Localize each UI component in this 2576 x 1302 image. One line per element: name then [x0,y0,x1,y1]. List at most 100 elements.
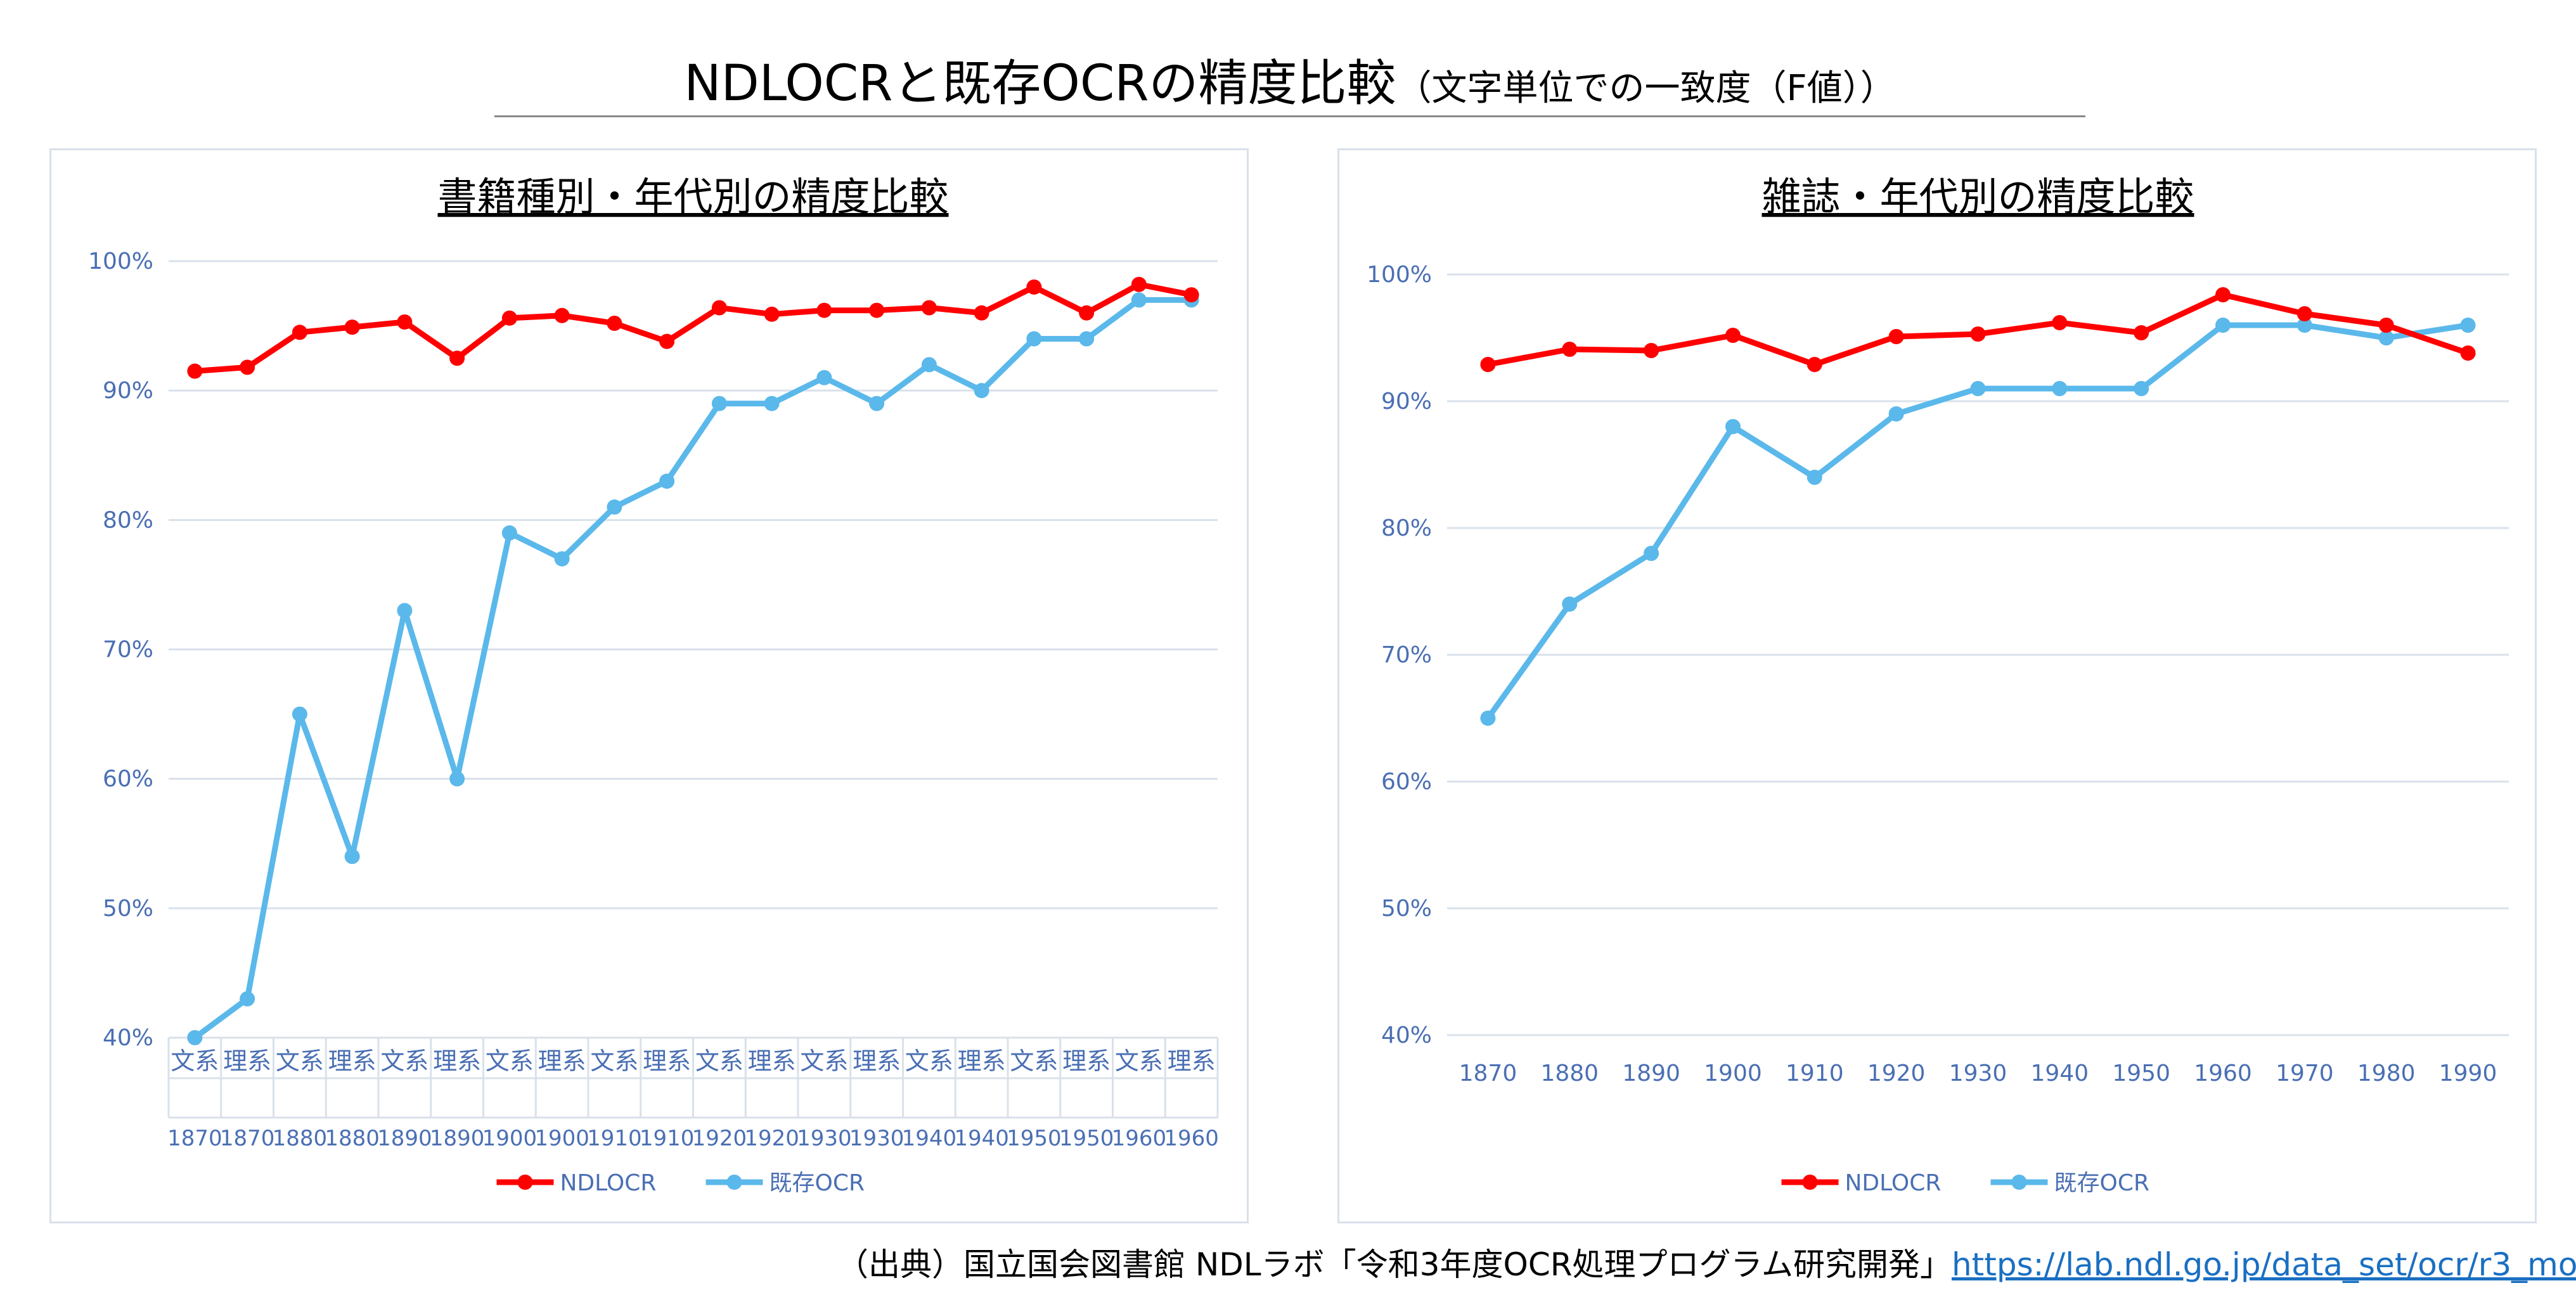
y-tick-label: 100% [1367,262,1432,288]
x-tick-label: 1890 [1622,1060,1680,1086]
data-point-existing-ocr [1888,406,1904,422]
chart-title: 雑誌・年代別の精度比較 [1761,174,2194,220]
x-category-label: 文系 [590,1047,638,1075]
data-point-existing-ocr [1026,331,1042,347]
data-point-ndlocr [187,363,203,379]
data-point-existing-ocr [869,396,885,411]
x-tick-label: 1930 [797,1126,852,1151]
data-point-ndlocr [816,302,832,318]
data-point-existing-ocr [292,706,307,722]
x-category-label: 理系 [853,1047,901,1075]
data-point-existing-ocr [1480,711,1496,726]
data-point-ndlocr [449,351,465,366]
y-tick-label: 90% [103,378,153,404]
y-tick-label: 100% [88,248,153,274]
data-point-ndlocr [2378,318,2394,333]
y-tick-label: 40% [103,1025,153,1051]
x-category-label: 文系 [1010,1047,1058,1075]
main-title-text: NDLOCRと既存OCRの精度比較 [684,55,1396,112]
legend-marker [2011,1175,2027,1190]
chart-title: 書籍種別・年代別の精度比較 [437,174,948,220]
y-tick-label: 70% [103,637,153,663]
x-category-label: 文系 [800,1047,848,1075]
legend-label: NDLOCR [560,1170,657,1196]
x-tick-label: 1920 [744,1126,799,1151]
x-tick-label: 1950 [1059,1126,1114,1151]
x-tick-label: 1940 [954,1126,1009,1151]
data-point-existing-ocr [2134,381,2149,396]
data-point-existing-ocr [2215,318,2231,333]
book-chart: 書籍種別・年代別の精度比較 40% 50% 60% 70% 80% 90% 100% 文系 187… [88,174,1219,1196]
data-point-ndlocr [344,319,360,335]
data-point-ndlocr [1480,357,1496,372]
x-tick-label: 1990 [2439,1060,2497,1086]
x-tick-label: 1940 [2031,1060,2089,1086]
x-tick-label: 1960 [2194,1060,2252,1086]
data-point-ndlocr [501,310,517,326]
x-tick-label: 1870 [1459,1060,1517,1086]
x-category-label: 文系 [276,1047,324,1075]
x-tick-label: 1910 [587,1126,642,1151]
legend-marker [726,1175,742,1190]
series-line-existing-ocr [191,297,1195,1041]
x-category-label: 文系 [380,1047,428,1075]
x-tick-label: 1890 [377,1126,432,1151]
y-tick-label: 60% [103,766,153,792]
x-tick-label: 1910 [1786,1060,1844,1086]
data-point-existing-ocr [397,603,413,619]
data-point-existing-ocr [2296,318,2312,333]
data-point-ndlocr [1183,287,1199,303]
data-point-ndlocr [1806,357,1822,372]
x-tick-label: 1950 [1007,1126,1062,1151]
x-tick-label: 1940 [902,1126,957,1151]
x-tick-label: 1880 [325,1126,380,1151]
legend-label: 既存OCR [770,1170,865,1196]
x-tick-label: 1960 [1112,1126,1167,1151]
data-point-ndlocr [1079,305,1095,321]
x-category-label: 理系 [748,1047,796,1075]
x-tick-label: 1920 [1867,1060,1926,1086]
data-point-existing-ocr [1725,419,1741,434]
x-tick-label: 1910 [640,1126,695,1151]
x-category-label: 理系 [328,1047,377,1075]
magazine-chart: 雑誌・年代別の精度比較 40% 50% 60% 70% 80% 90% 100% 1870 188… [1367,174,2509,1196]
x-tick-label: 1880 [273,1126,328,1151]
x-category-label: 理系 [433,1047,481,1075]
source-citation: （出典）国立国会図書館 NDLラボ「令和3年度OCR処理プログラム研究開発」ht… [837,1242,2576,1287]
data-point-existing-ocr [1970,381,1986,396]
x-tick-label: 1900 [482,1126,538,1151]
x-category-label: 理系 [223,1047,271,1075]
title-underline [494,115,2085,117]
data-point-existing-ocr [187,1030,203,1045]
x-tick-label: 1900 [534,1126,589,1151]
data-point-existing-ocr [659,474,675,489]
data-point-ndlocr [607,316,622,331]
data-point-existing-ocr [240,991,255,1007]
data-point-ndlocr [1725,328,1741,343]
y-tick-label: 50% [103,896,153,922]
x-tick-label: 1870 [220,1126,275,1151]
data-point-existing-ocr [1806,470,1822,485]
x-tick-label: 1880 [1540,1060,1599,1086]
data-point-ndlocr [397,314,413,330]
data-point-ndlocr [1026,279,1042,295]
data-point-ndlocr [659,333,675,349]
x-tick-label: 1970 [2276,1060,2334,1086]
y-tick-label: 80% [1381,515,1432,541]
legend-marker [517,1175,533,1190]
data-point-existing-ocr [1131,292,1147,308]
data-point-ndlocr [554,307,570,323]
x-tick-label: 1930 [1949,1060,2007,1086]
book-chart-panel: 書籍種別・年代別の精度比較 40% 50% 60% 70% 80% 90% 100% 文系 187… [49,148,1249,1223]
legend-label: 既存OCR [2054,1170,2150,1196]
data-point-existing-ocr [449,771,465,787]
y-tick-label: 50% [1381,896,1432,922]
source-link[interactable]: https://lab.ndl.go.jp/data_set/ocr/r3_mo… [1951,1246,2576,1283]
data-point-existing-ocr [607,499,622,515]
x-tick-label: 1950 [2112,1060,2170,1086]
x-category-label: 文系 [1115,1047,1163,1075]
data-point-ndlocr [974,305,989,321]
series-line-ndlocr [191,281,1195,375]
data-point-existing-ocr [2052,381,2068,396]
data-point-ndlocr [1888,329,1904,344]
